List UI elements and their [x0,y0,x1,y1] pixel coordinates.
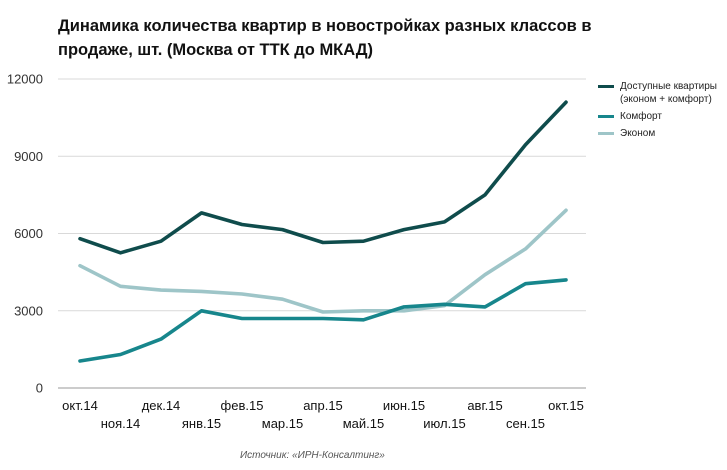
y-tick-label: 3000 [14,303,43,318]
legend-item: Эконом [598,127,726,140]
x-tick-label: мар.15 [262,416,303,431]
x-tick-label: ноя.14 [101,416,141,431]
legend-swatch [598,115,614,118]
legend-label: Эконом [620,128,656,139]
x-tick-label: сен.15 [506,416,545,431]
x-tick-label: авг.15 [467,398,502,413]
x-tick-label: июл.15 [423,416,465,431]
legend-label: Доступные квартиры (эконом + комфорт) [620,81,717,105]
x-tick-label: окт.15 [548,398,584,413]
source-note: Источник: «ИРН-Консалтинг» [240,450,385,461]
series-line [78,100,568,255]
series-lines [78,100,568,363]
y-tick-label: 12000 [7,72,43,87]
series-line [78,208,568,314]
y-tick-label: 9000 [14,149,43,164]
x-tick-label: янв.15 [182,416,221,431]
x-tick-label: окт.14 [62,398,98,413]
x-tick-label: дек.14 [142,398,181,413]
legend-label: Комфорт [620,111,662,122]
x-tick-label: апр.15 [303,398,343,413]
y-tick-label: 6000 [14,226,43,241]
legend-swatch [598,85,614,88]
x-tick-label: май.15 [343,416,385,431]
legend-item: Доступные квартиры (эконом + комфорт) [598,80,726,106]
chart-title: Динамика количества квартир в новостройк… [58,17,592,59]
x-tick-label: фев.15 [221,398,264,413]
gridlines [58,78,586,389]
legend: Доступные квартиры (эконом + комфорт) Ко… [598,80,726,144]
x-tick-label: июн.15 [383,398,425,413]
legend-swatch [598,132,614,135]
legend-item: Комфорт [598,110,726,123]
series-line [78,278,568,363]
y-axis: 0 3000 6000 9000 12000 [7,72,43,396]
y-tick-label: 0 [36,381,43,396]
